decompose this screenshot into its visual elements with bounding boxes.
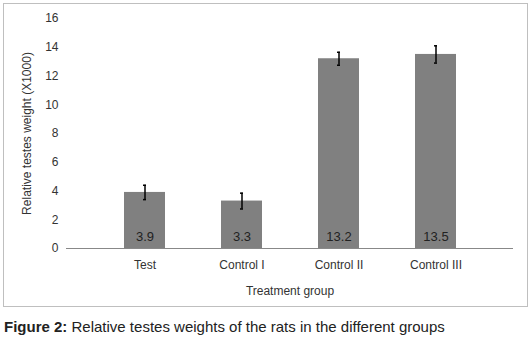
svg-text:Test: Test	[134, 258, 157, 272]
svg-text:13.2: 13.2	[326, 229, 351, 244]
svg-text:Relative testes weight (X1000): Relative testes weight (X1000)	[20, 52, 34, 215]
svg-text:3.9: 3.9	[136, 229, 154, 244]
svg-text:8: 8	[52, 126, 59, 140]
svg-text:Control II: Control II	[315, 258, 364, 272]
svg-text:16: 16	[45, 11, 59, 25]
svg-text:2: 2	[52, 213, 59, 227]
html-text:Figure 2: Relative testes weig: Figure 2: Relative testes weights of the…	[4, 318, 445, 335]
svg-text:13.5: 13.5	[423, 229, 448, 244]
svg-text:0: 0	[52, 241, 59, 255]
svg-text:6: 6	[52, 155, 59, 169]
svg-text:Control III: Control III	[410, 258, 462, 272]
svg-text:12: 12	[45, 69, 59, 83]
svg-text:Treatment group: Treatment group	[246, 284, 335, 298]
svg-text:3.3: 3.3	[233, 229, 251, 244]
svg-text:4: 4	[52, 184, 59, 198]
svg-text:10: 10	[45, 98, 59, 112]
svg-text:Control I: Control I	[219, 258, 264, 272]
svg-text:14: 14	[45, 40, 59, 54]
